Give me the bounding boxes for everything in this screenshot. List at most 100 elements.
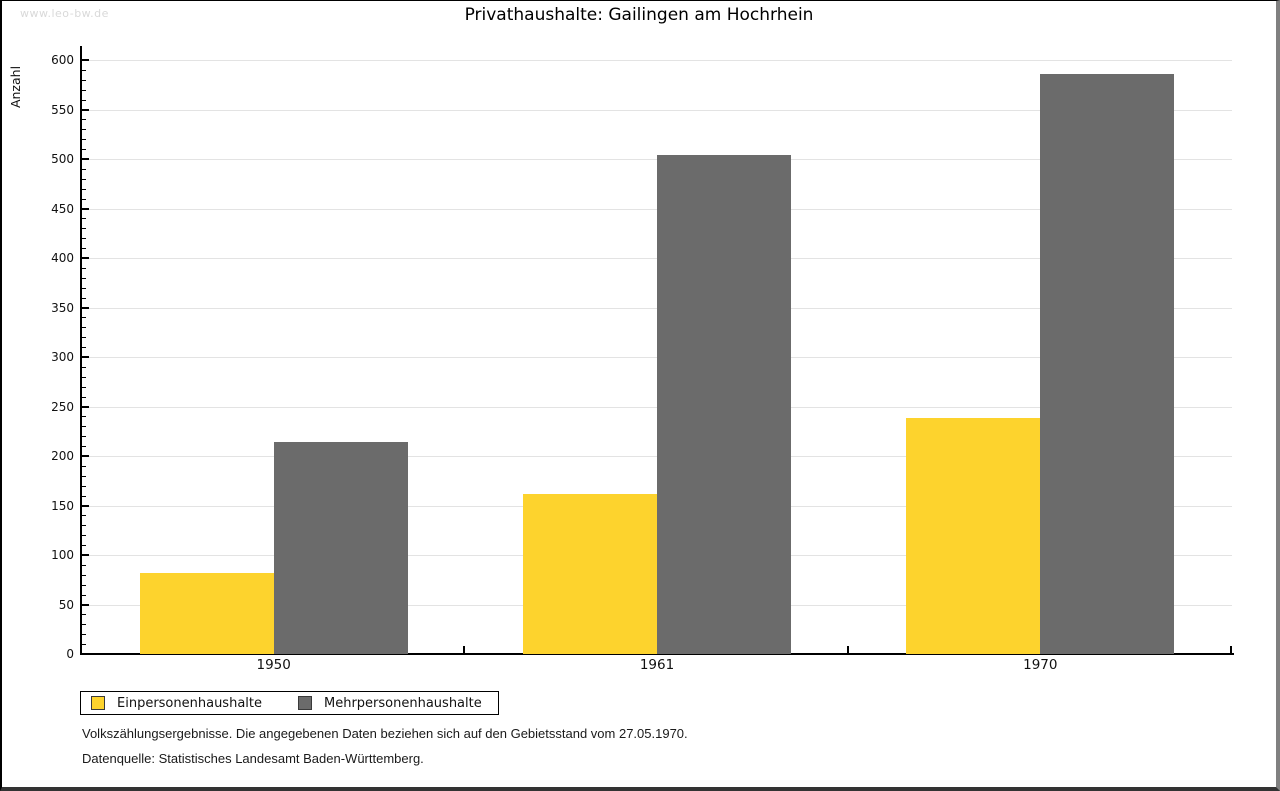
bar-mehrpersonenhaushalte-1950 (273, 442, 408, 654)
y-major-tick (82, 108, 89, 111)
y-minor-tick (82, 99, 86, 101)
y-minor-tick (82, 594, 86, 596)
bar-mehrpersonenhaushalte-1961 (657, 155, 791, 654)
bar-einpersonenhaushalte-1970 (906, 418, 1041, 654)
y-minor-tick (82, 485, 86, 487)
y-minor-tick (82, 297, 86, 299)
x-category-label: 1970 (1023, 657, 1058, 673)
y-tick-label: 250 (51, 399, 74, 414)
y-axis-label: Anzahl (8, 65, 23, 109)
y-minor-tick (82, 436, 86, 438)
y-tick-label: 350 (51, 300, 74, 315)
y-minor-tick (82, 376, 86, 378)
y-minor-tick (82, 426, 86, 428)
gridline (82, 109, 1232, 111)
bar-mehrpersonenhaushalte-1970 (1040, 73, 1175, 654)
y-minor-tick (82, 396, 86, 398)
y-tick-label: 100 (51, 548, 74, 562)
y-minor-tick (82, 337, 86, 339)
y-minor-tick (82, 347, 86, 349)
y-tick-label: 150 (51, 498, 74, 513)
y-tick-label: 0 (66, 647, 74, 661)
y-minor-tick (82, 446, 86, 448)
y-major-tick (82, 455, 89, 457)
y-major-tick (82, 405, 89, 408)
x-category-label: 1950 (256, 657, 291, 673)
y-minor-tick (82, 545, 86, 547)
y-major-tick (82, 207, 89, 210)
y-minor-tick (82, 327, 86, 329)
y-minor-tick (82, 515, 86, 517)
y-minor-tick (82, 495, 86, 497)
plot-area (82, 60, 1232, 654)
y-minor-tick (82, 475, 86, 477)
y-major-tick (82, 59, 89, 61)
y-minor-tick (82, 129, 86, 131)
y-minor-tick (82, 574, 86, 576)
y-minor-tick (82, 69, 86, 71)
y-major-tick (82, 504, 89, 507)
y-major-tick (82, 653, 89, 655)
y-minor-tick (82, 119, 86, 121)
y-minor-tick (82, 149, 86, 151)
x-boundary-tick (1230, 646, 1232, 654)
legend-swatch-yellow (91, 696, 105, 710)
legend-item-mehrpersonenhaushalte: Mehrpersonenhaushalte (298, 696, 482, 711)
y-major-tick (82, 603, 89, 606)
footnote-census: Volkszählungsergebnisse. Die angegebenen… (82, 726, 688, 741)
y-minor-tick (82, 287, 86, 289)
legend-item-einpersonenhaushalte: Einpersonenhaushalte (91, 696, 262, 711)
x-axis-line (80, 653, 1234, 655)
y-axis-line (80, 46, 82, 655)
y-minor-tick (82, 525, 86, 527)
chart-title: Privathaushalte: Gailingen am Hochrhein (464, 5, 814, 25)
y-minor-tick (82, 198, 86, 200)
y-minor-tick (82, 79, 86, 81)
y-major-tick (82, 158, 89, 160)
y-major-tick (82, 356, 89, 358)
bar-einpersonenhaushalte-1961 (523, 493, 657, 654)
x-category-label: 1961 (639, 657, 675, 673)
y-minor-tick (82, 624, 86, 626)
y-tick-label: 600 (51, 53, 74, 67)
y-tick-label: 300 (51, 350, 74, 364)
y-major-tick (82, 554, 89, 556)
y-minor-tick (82, 168, 86, 170)
y-minor-tick (82, 416, 86, 418)
x-boundary-tick (463, 646, 466, 654)
y-minor-tick (82, 317, 86, 319)
y-major-tick (82, 306, 89, 309)
y-minor-tick (82, 386, 86, 388)
y-minor-tick (82, 267, 86, 269)
y-tick-label: 400 (51, 251, 74, 265)
y-minor-tick (82, 366, 86, 368)
y-minor-tick (82, 238, 86, 240)
y-tick-label: 450 (51, 201, 74, 216)
y-tick-label: 500 (51, 152, 74, 166)
footnote-source: Datenquelle: Statistisches Landesamt Bad… (82, 751, 424, 766)
y-minor-tick (82, 465, 86, 467)
y-minor-tick (82, 614, 86, 616)
watermark: www.leo-bw.de (20, 7, 109, 20)
x-boundary-tick (846, 646, 849, 654)
bar-einpersonenhaushalte-1950 (139, 572, 274, 654)
y-minor-tick (82, 188, 86, 190)
y-minor-tick (82, 228, 86, 230)
y-minor-tick (82, 584, 86, 586)
legend-label: Mehrpersonenhaushalte (324, 695, 482, 711)
legend-swatch-gray (298, 696, 312, 710)
y-minor-tick (82, 277, 86, 279)
y-major-tick (82, 257, 89, 259)
y-tick-label: 550 (51, 102, 74, 117)
y-tick-label: 50 (58, 597, 74, 612)
y-minor-tick (82, 535, 86, 537)
legend-label: Einpersonenhaushalte (117, 695, 262, 711)
y-minor-tick (82, 89, 86, 91)
legend-box: Einpersonenhaushalte Mehrpersonenhaushal… (80, 691, 499, 715)
y-minor-tick (82, 634, 86, 636)
y-minor-tick (82, 218, 86, 220)
gridline (82, 60, 1232, 61)
y-minor-tick (82, 248, 86, 250)
y-minor-tick (82, 564, 86, 566)
